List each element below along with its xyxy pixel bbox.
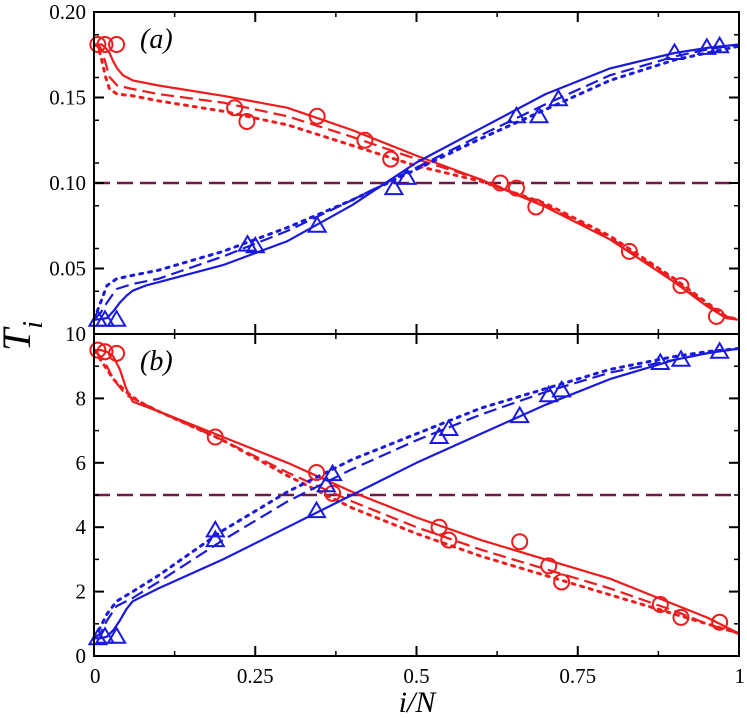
- triangle-marker: [205, 519, 226, 538]
- y-tick-label: 2: [76, 580, 87, 604]
- triangle-marker: [315, 474, 337, 493]
- triangle-marker: [322, 463, 343, 482]
- panel-b: 0 2 4 6 8 10 0 0.25 0.5 0.75 1 (b): [65, 322, 745, 688]
- triangle-marker: [670, 349, 692, 367]
- triangle-marker: [306, 215, 328, 233]
- circle-marker: [89, 341, 107, 359]
- triangle-marker: [696, 37, 718, 55]
- circle-marker: [308, 463, 326, 481]
- circle-marker: [711, 613, 729, 631]
- x-tick-label: 0.5: [403, 664, 429, 688]
- triangle-marker: [205, 529, 226, 548]
- triangle-marker: [438, 418, 460, 436]
- x-tick-label: 0.25: [237, 664, 274, 688]
- circle-marker: [356, 131, 374, 149]
- x-axis-title: i/N: [399, 686, 438, 719]
- triangle-marker: [551, 379, 572, 398]
- panel-label: (b): [140, 346, 173, 377]
- triangle-marker: [106, 626, 127, 644]
- x-tick-label: 1: [735, 664, 746, 688]
- circle-marker: [206, 428, 224, 446]
- series-line-red-solid: [94, 43, 739, 321]
- triangle-marker: [709, 35, 730, 54]
- triangle-marker: [383, 177, 405, 196]
- series-line-blue-dotted: [94, 347, 739, 640]
- circle-marker: [620, 242, 638, 260]
- circle-marker: [651, 595, 669, 613]
- circle-marker: [238, 112, 256, 130]
- circle-marker: [226, 99, 244, 117]
- circle-marker: [507, 179, 525, 197]
- triangle-marker: [548, 88, 569, 107]
- x-tick-label: 0: [90, 664, 101, 688]
- circle-marker: [491, 174, 509, 192]
- circle-marker: [382, 150, 400, 168]
- triangle-marker: [396, 167, 418, 185]
- circle-marker: [540, 557, 558, 575]
- triangle-marker: [94, 309, 116, 327]
- y-tick-label: 8: [76, 386, 87, 410]
- circle-marker: [527, 198, 545, 216]
- y-axis-title-main: T: [0, 326, 39, 351]
- x-tick-label: 0.75: [559, 664, 596, 688]
- y-axis-title: Ti: [0, 321, 49, 351]
- circle-marker: [440, 531, 458, 549]
- circle-marker: [511, 533, 529, 551]
- triangle-marker: [709, 341, 730, 359]
- triangle-marker: [538, 384, 559, 403]
- y-tick-label: 0.05: [49, 257, 86, 281]
- panel-label: (a): [140, 24, 173, 55]
- series-line-red-dotted: [94, 348, 739, 635]
- triangle-marker: [94, 626, 116, 644]
- triangle-marker: [509, 405, 530, 424]
- circle-marker: [430, 518, 448, 536]
- series-line-blue-dashed: [94, 43, 739, 321]
- circle-marker: [672, 277, 690, 295]
- circle-marker: [96, 35, 114, 53]
- triangle-marker: [245, 235, 266, 254]
- y-tick-label: 0.20: [49, 0, 86, 24]
- circle-marker: [707, 307, 725, 325]
- triangle-marker: [506, 105, 527, 124]
- y-tick-label: 0.15: [49, 86, 86, 110]
- y-tick-label: 10: [65, 322, 86, 346]
- circle-marker: [108, 344, 126, 362]
- circle-marker: [89, 35, 107, 53]
- y-tick-label: 0.10: [49, 171, 86, 195]
- series-line-blue-solid: [94, 347, 739, 640]
- triangle-marker: [528, 105, 550, 124]
- triangle-marker: [650, 352, 671, 370]
- triangle-marker: [664, 42, 685, 60]
- circle-marker: [553, 573, 571, 591]
- series-line-blue-dotted: [94, 44, 739, 322]
- triangle-marker: [106, 309, 127, 327]
- y-axis-title-sub: i: [18, 321, 49, 329]
- y-tick-label: 4: [76, 515, 87, 539]
- circle-marker: [96, 343, 114, 361]
- circle-marker: [308, 107, 326, 125]
- circle-marker: [108, 35, 126, 53]
- triangle-marker: [306, 500, 327, 519]
- y-tick-label: 0: [76, 644, 87, 668]
- y-tick-label: 6: [76, 451, 87, 475]
- panel-a: 0.05 0.10 0.15 0.20 (a): [49, 0, 740, 335]
- series-line-red-dotted: [94, 43, 739, 322]
- series-group: [94, 347, 739, 640]
- circle-marker: [672, 608, 690, 626]
- series-line-blue-dashed: [94, 347, 739, 640]
- series-line-red-solid: [94, 349, 739, 635]
